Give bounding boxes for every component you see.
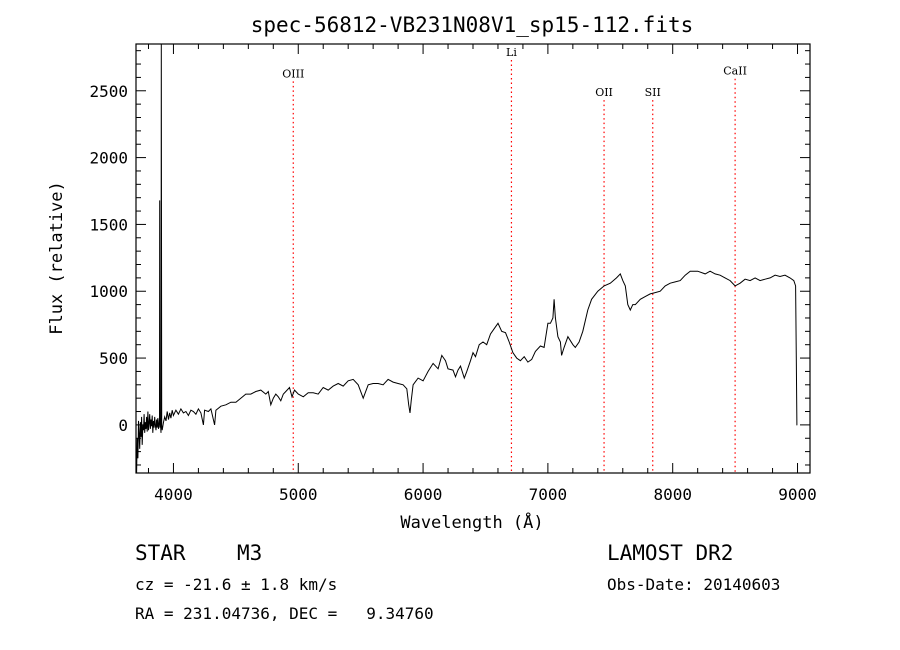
survey-name: LAMOST DR2 xyxy=(607,541,734,565)
spectral-line-label: Li xyxy=(506,46,517,59)
spectrum-series-line xyxy=(135,43,798,474)
object-class: STAR xyxy=(135,541,186,565)
coordinates-text: RA = 231.04736, DEC = 9.34760 xyxy=(135,604,434,623)
x-axis-label: Wavelength (Å) xyxy=(400,511,543,533)
y-tick-label: 1000 xyxy=(89,282,128,301)
y-axis-label: Flux (relative) xyxy=(47,181,67,335)
spectral-line-label: SII xyxy=(645,86,661,99)
y-tick-label: 1500 xyxy=(89,215,128,234)
x-tick-label: 5000 xyxy=(279,485,318,504)
spectral-line-label: OIII xyxy=(282,67,304,80)
x-tick-label: 4000 xyxy=(154,485,193,504)
y-tick-label: 2000 xyxy=(89,149,128,168)
y-axis-ticks: 0 500 1000 1500 2000 2500 xyxy=(89,50,810,466)
x-tick-label: 8000 xyxy=(653,485,692,504)
obs-date-text: Obs-Date: 20140603 xyxy=(607,575,781,594)
y-tick-label: 0 xyxy=(118,416,128,435)
chart-title: spec-56812-VB231N08V1_sp15-112.fits xyxy=(251,13,694,37)
spectral-line-markers: OIII Li OII SII CaII xyxy=(282,46,747,473)
plot-frame xyxy=(135,43,811,474)
x-axis-ticks: 4000 5000 6000 7000 8000 9000 xyxy=(147,44,817,504)
x-tick-label: 7000 xyxy=(529,485,568,504)
x-tick-label: 6000 xyxy=(404,485,443,504)
y-tick-label: 500 xyxy=(99,349,128,368)
redshift-text: cz = -21.6 ± 1.8 km/s xyxy=(135,575,338,594)
object-subclass: M3 xyxy=(237,541,263,565)
y-tick-label: 2500 xyxy=(89,82,128,101)
x-tick-label: 9000 xyxy=(778,485,817,504)
spectral-line-label: CaII xyxy=(723,65,747,78)
spectral-line-label: OII xyxy=(595,86,613,99)
